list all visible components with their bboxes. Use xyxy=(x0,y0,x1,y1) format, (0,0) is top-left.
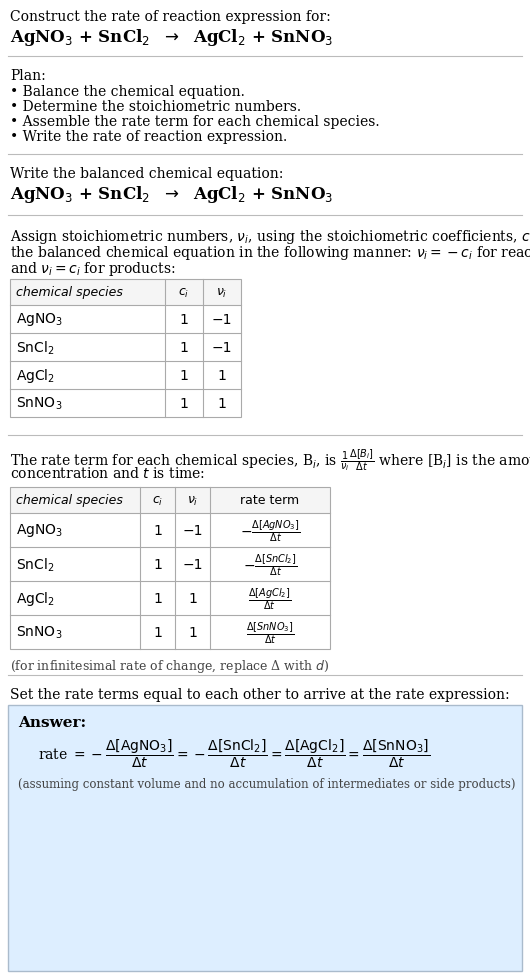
Text: $-\frac{\Delta[AgNO_3]}{\Delta t}$: $-\frac{\Delta[AgNO_3]}{\Delta t}$ xyxy=(240,518,300,543)
Text: −1: −1 xyxy=(182,524,203,537)
FancyBboxPatch shape xyxy=(8,705,522,971)
Text: 1: 1 xyxy=(180,397,189,410)
Text: • Write the rate of reaction expression.: • Write the rate of reaction expression. xyxy=(10,130,287,144)
Text: −1: −1 xyxy=(182,558,203,572)
Text: • Determine the stoichiometric numbers.: • Determine the stoichiometric numbers. xyxy=(10,100,301,114)
Text: (assuming constant volume and no accumulation of intermediates or side products): (assuming constant volume and no accumul… xyxy=(18,778,516,790)
Text: rate term: rate term xyxy=(241,494,299,507)
Text: concentration and $t$ is time:: concentration and $t$ is time: xyxy=(10,465,205,481)
Text: Construct the rate of reaction expression for:: Construct the rate of reaction expressio… xyxy=(10,10,331,24)
Text: and $\nu_i = c_i$ for products:: and $\nu_i = c_i$ for products: xyxy=(10,260,175,277)
Bar xyxy=(10,334,241,361)
Text: 1: 1 xyxy=(180,368,189,383)
Text: −1: −1 xyxy=(212,341,232,355)
Text: 1: 1 xyxy=(153,558,162,572)
Text: AgNO$_3$ + SnCl$_2$  $\rightarrow$  AgCl$_2$ + SnNO$_3$: AgNO$_3$ + SnCl$_2$ $\rightarrow$ AgCl$_… xyxy=(10,184,333,205)
Text: $c_i$: $c_i$ xyxy=(179,286,190,299)
Text: the balanced chemical equation in the following manner: $\nu_i = -c_i$ for react: the balanced chemical equation in the fo… xyxy=(10,243,530,262)
Text: $\frac{\Delta[AgCl_2]}{\Delta t}$: $\frac{\Delta[AgCl_2]}{\Delta t}$ xyxy=(249,585,292,612)
Text: 1: 1 xyxy=(188,625,197,639)
Bar xyxy=(10,306,241,334)
Text: 1: 1 xyxy=(217,397,226,410)
Text: Set the rate terms equal to each other to arrive at the rate expression:: Set the rate terms equal to each other t… xyxy=(10,687,510,701)
Text: AgCl$_2$: AgCl$_2$ xyxy=(16,366,55,385)
Bar xyxy=(10,581,330,616)
Text: (for infinitesimal rate of change, replace Δ with $d$): (for infinitesimal rate of change, repla… xyxy=(10,658,330,674)
Text: $\nu_i$: $\nu_i$ xyxy=(216,286,228,299)
Text: AgCl$_2$: AgCl$_2$ xyxy=(16,589,55,608)
Text: $\frac{\Delta[SnNO_3]}{\Delta t}$: $\frac{\Delta[SnNO_3]}{\Delta t}$ xyxy=(246,619,294,645)
Bar xyxy=(10,488,330,650)
Text: Assign stoichiometric numbers, $\nu_i$, using the stoichiometric coefficients, $: Assign stoichiometric numbers, $\nu_i$, … xyxy=(10,228,530,246)
Text: chemical species: chemical species xyxy=(16,494,123,507)
Text: −1: −1 xyxy=(212,313,232,326)
Bar xyxy=(10,514,330,547)
Text: 1: 1 xyxy=(217,368,226,383)
Text: The rate term for each chemical species, B$_i$, is $\frac{1}{\nu_i}\frac{\Delta[: The rate term for each chemical species,… xyxy=(10,447,530,474)
Text: Plan:: Plan: xyxy=(10,69,46,83)
Text: $\nu_i$: $\nu_i$ xyxy=(187,494,198,507)
Text: Write the balanced chemical equation:: Write the balanced chemical equation: xyxy=(10,167,284,181)
Bar xyxy=(10,616,330,650)
Text: $c_i$: $c_i$ xyxy=(152,494,163,507)
Bar xyxy=(10,361,241,390)
Text: • Assemble the rate term for each chemical species.: • Assemble the rate term for each chemic… xyxy=(10,115,379,129)
Text: Answer:: Answer: xyxy=(18,715,86,729)
Text: SnCl$_2$: SnCl$_2$ xyxy=(16,556,55,573)
Bar xyxy=(10,390,241,417)
Text: AgNO$_3$: AgNO$_3$ xyxy=(16,522,63,539)
Text: rate $= -\dfrac{\Delta[\mathrm{AgNO_3}]}{\Delta t}= -\dfrac{\Delta[\mathrm{SnCl_: rate $= -\dfrac{\Delta[\mathrm{AgNO_3}]}… xyxy=(38,738,430,770)
Bar xyxy=(10,279,241,417)
Text: 1: 1 xyxy=(180,313,189,326)
Text: 1: 1 xyxy=(180,341,189,355)
Text: 1: 1 xyxy=(153,625,162,639)
Text: 1: 1 xyxy=(153,591,162,606)
Text: AgNO$_3$ + SnCl$_2$  $\rightarrow$  AgCl$_2$ + SnNO$_3$: AgNO$_3$ + SnCl$_2$ $\rightarrow$ AgCl$_… xyxy=(10,27,333,48)
Text: AgNO$_3$: AgNO$_3$ xyxy=(16,312,63,328)
Text: • Balance the chemical equation.: • Balance the chemical equation. xyxy=(10,85,245,99)
Text: $-\frac{\Delta[SnCl_2]}{\Delta t}$: $-\frac{\Delta[SnCl_2]}{\Delta t}$ xyxy=(243,552,297,577)
Text: SnNO$_3$: SnNO$_3$ xyxy=(16,624,63,641)
Text: chemical species: chemical species xyxy=(16,286,123,299)
Text: SnNO$_3$: SnNO$_3$ xyxy=(16,396,63,411)
Bar xyxy=(10,488,330,650)
Text: 1: 1 xyxy=(153,524,162,537)
Text: SnCl$_2$: SnCl$_2$ xyxy=(16,339,55,357)
Bar xyxy=(10,279,241,417)
Bar xyxy=(10,547,330,581)
Text: 1: 1 xyxy=(188,591,197,606)
